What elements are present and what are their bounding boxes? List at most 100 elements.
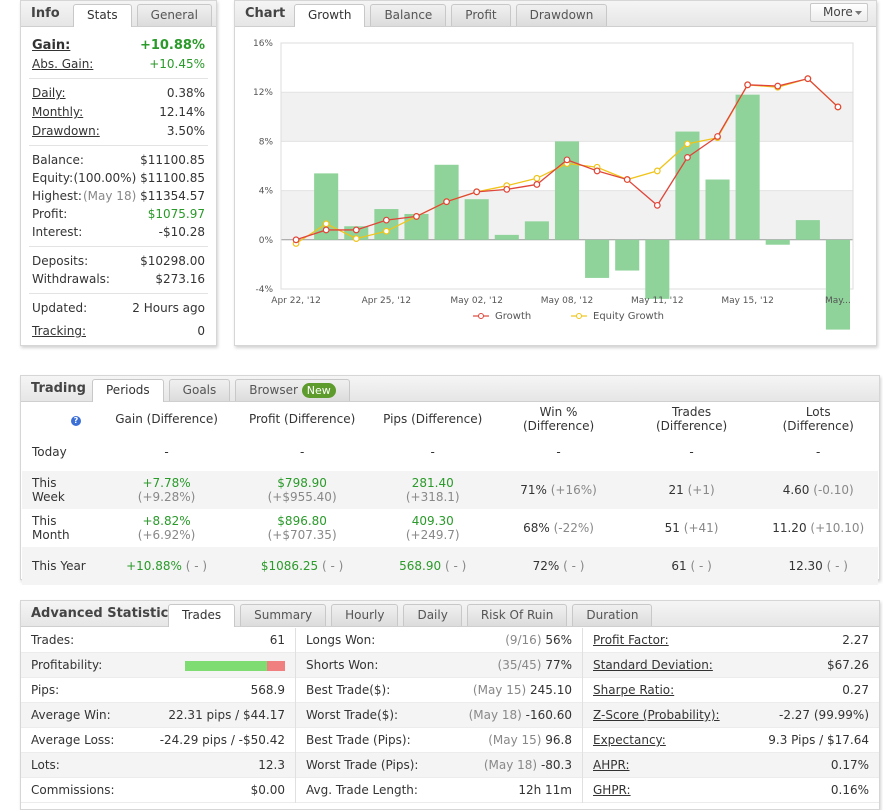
series-point	[352, 235, 360, 242]
profit-bar	[374, 209, 399, 240]
stat-label[interactable]: Standard Deviation:	[593, 658, 713, 672]
y-tick-label: -4%	[255, 285, 273, 295]
tab-risk-of-ruin[interactable]: Risk Of Ruin	[466, 604, 568, 626]
gain-label[interactable]: Gain:	[32, 38, 71, 53]
tab-trades[interactable]: Trades	[168, 604, 236, 627]
tab-browser[interactable]: Browser New	[235, 379, 350, 401]
stat-label[interactable]: Sharpe Ratio:	[593, 683, 675, 697]
legend-marker	[478, 313, 484, 319]
series-point	[503, 185, 511, 193]
legend-marker	[576, 313, 582, 319]
stat-label: Avg. Trade Length:	[306, 783, 418, 797]
stat-row: Shorts Won: (35/45) 77%	[296, 653, 582, 678]
stat-value-wrap: 0.17%	[831, 753, 869, 777]
stat-row: Best Trade (Pips): (May 15) 96.8	[296, 728, 582, 753]
stat-value-wrap: $0.00	[251, 778, 285, 802]
trading-header: Trading Periods Goals Browser New	[21, 376, 879, 402]
advanced-stats-panel: Advanced Statistics Trades Summary Hourl…	[20, 600, 880, 810]
profit-bar	[765, 239, 790, 245]
series-point	[684, 153, 691, 161]
more-button[interactable]: More	[810, 3, 868, 22]
lots-cell: 4.60 (-0.10)	[758, 471, 878, 509]
tab-summary[interactable]: Summary	[240, 604, 327, 626]
pips-value: 568.90	[399, 559, 442, 573]
stat-label[interactable]: Profit Factor:	[593, 633, 669, 647]
stat-label[interactable]: Expectancy:	[593, 733, 666, 747]
trading-title: Trading	[31, 381, 86, 396]
tab-general[interactable]: General	[136, 4, 212, 26]
lots-value: 4.60	[782, 483, 810, 497]
stat-row: Profitability:	[21, 653, 295, 678]
stat-value: 568.9	[250, 683, 285, 697]
stat-value-wrap: 568.9	[251, 678, 285, 702]
profit-bar	[554, 141, 580, 240]
monthly-value: 12.14%	[159, 105, 205, 119]
stat-note: (9/16)	[505, 633, 542, 647]
gain-value: +7.78%	[142, 476, 191, 490]
stat-value-wrap: 9.3 Pips / $17.64	[768, 728, 869, 752]
lots-value: -	[816, 445, 821, 459]
series-point	[714, 133, 721, 140]
stat-label[interactable]: AHPR:	[593, 758, 630, 772]
tab-periods[interactable]: Periods	[92, 379, 164, 402]
tab-stats[interactable]: Stats	[73, 4, 132, 27]
tab-profit[interactable]: Profit	[451, 4, 511, 26]
gain-value: +10.88%	[126, 559, 182, 573]
daily-value: 0.38%	[166, 86, 205, 100]
profit-value: $1075.97	[147, 207, 205, 221]
stat-label: Average Win:	[31, 708, 111, 722]
tab-duration[interactable]: Duration	[572, 604, 653, 626]
stat-label[interactable]: GHPR:	[593, 783, 631, 797]
trades-cell: 21 (+1)	[625, 471, 759, 509]
stat-value: 77%	[545, 658, 572, 672]
profit-bar	[585, 239, 610, 278]
series-point	[413, 213, 420, 220]
gain-cell: +8.82% (+6.92%)	[102, 509, 231, 547]
trades-difference: (+41)	[683, 521, 719, 535]
stat-row: GHPR: 0.16%	[583, 778, 879, 803]
stat-label[interactable]: Z-Score (Probability):	[593, 708, 720, 722]
divider	[29, 246, 208, 247]
question-icon[interactable]: ?	[71, 416, 81, 426]
profit-cell: $1086.25 ( - )	[231, 547, 373, 585]
profit-bar	[705, 179, 730, 240]
series-point	[563, 156, 571, 164]
monthly-label[interactable]: Monthly:	[32, 105, 84, 119]
profit-value: $1086.25	[260, 559, 319, 573]
profit-difference: ( - )	[321, 559, 344, 573]
info-title: Info	[31, 6, 60, 21]
withdrawals-label: Withdrawals:	[32, 272, 110, 286]
stat-value: -24.29 pips / -$50.42	[159, 733, 285, 747]
stat-label: Worst Trade (Pips):	[306, 758, 419, 772]
stat-row: Sharpe Ratio: 0.27	[583, 678, 879, 703]
plot-border	[280, 42, 854, 290]
tab-daily[interactable]: Daily	[403, 604, 462, 626]
updated-value: 2 Hours ago	[132, 301, 205, 315]
stat-value: 12h 11m	[518, 783, 572, 797]
profit-bar	[645, 239, 670, 299]
drawdown-label[interactable]: Drawdown:	[32, 124, 100, 138]
stats-column-3: Profit Factor: 2.27 Standard Deviation: $67…	[583, 628, 879, 803]
divider	[29, 293, 208, 294]
tab-hourly[interactable]: Hourly	[331, 604, 399, 626]
stat-label: Commissions:	[31, 783, 115, 797]
tab-drawdown[interactable]: Drawdown	[515, 4, 608, 26]
stat-value-wrap: 22.31 pips / $44.17	[168, 703, 285, 727]
growth-chart: 16% 12% 8% 4% 0% -4%Apr 22, '12 Apr 25, '12 May…	[253, 39, 854, 330]
abs-gain-label[interactable]: Abs. Gain:	[32, 57, 94, 71]
interest-label: Interest:	[32, 225, 83, 239]
equity-percent: (100.00%)	[73, 171, 137, 185]
stat-row: Z-Score (Probability): -2.27 (99.99%)	[583, 703, 879, 728]
tab-goals[interactable]: Goals	[168, 379, 231, 401]
stat-label: Worst Trade($):	[306, 708, 399, 722]
tab-growth[interactable]: Growth	[294, 4, 366, 27]
daily-label[interactable]: Daily:	[32, 86, 66, 100]
stat-value: -2.27 (99.99%)	[779, 708, 869, 722]
pips-difference: ( - )	[444, 559, 467, 573]
divider	[29, 78, 208, 79]
stat-row: Standard Deviation: $67.26	[583, 653, 879, 678]
stat-value: $67.26	[827, 658, 869, 672]
tracking-link[interactable]: Tracking:	[32, 324, 86, 338]
trades-value: 61	[671, 559, 687, 573]
tab-balance[interactable]: Balance	[370, 4, 447, 26]
